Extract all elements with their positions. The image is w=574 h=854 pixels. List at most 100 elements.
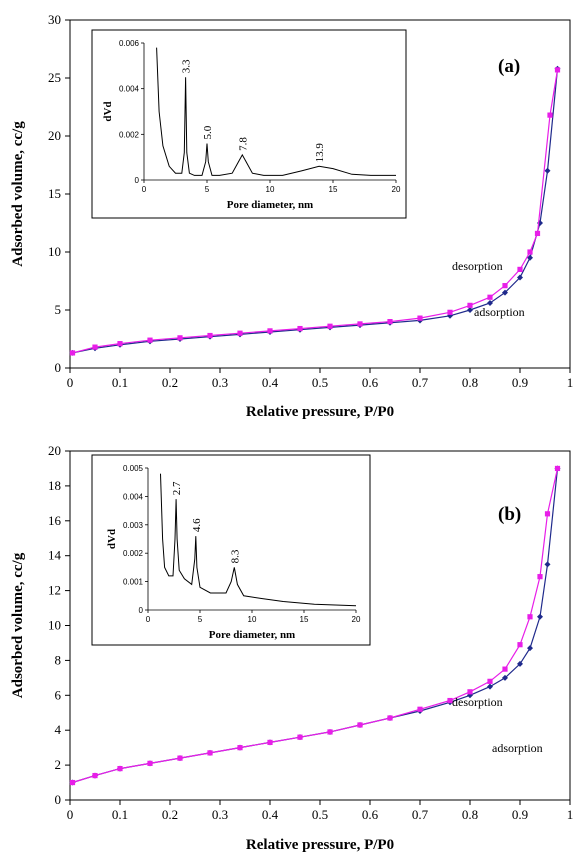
inset-peak-label: 2.7 bbox=[171, 481, 183, 495]
data-point-desorption bbox=[267, 739, 273, 746]
y-tick-label: 15 bbox=[48, 186, 61, 201]
inset-peak-label: 13.9 bbox=[314, 143, 326, 163]
inset-x-tick-label: 20 bbox=[392, 185, 401, 194]
x-tick-label: 0.1 bbox=[112, 375, 128, 390]
x-tick-label: 0 bbox=[67, 375, 74, 390]
data-point-adsorption bbox=[467, 307, 473, 313]
inset-peak-label: 7.8 bbox=[237, 137, 249, 151]
data-point-desorption bbox=[554, 465, 561, 472]
inset-y-tick-label: 0.005 bbox=[123, 464, 144, 473]
x-tick-label: 0.8 bbox=[462, 807, 478, 822]
data-point-desorption bbox=[237, 745, 243, 751]
x-tick-label: 0.2 bbox=[162, 807, 178, 822]
y-tick-label: 10 bbox=[48, 618, 61, 633]
inset-peak-label: 8.3 bbox=[229, 549, 241, 563]
data-point-adsorption bbox=[487, 683, 493, 690]
inset-y-tick-label: 0.004 bbox=[123, 492, 144, 501]
x-tick-label: 1 bbox=[567, 807, 574, 822]
inset-x-tick-label: 15 bbox=[329, 185, 338, 194]
data-point-desorption bbox=[447, 309, 453, 315]
data-point-desorption bbox=[547, 112, 553, 118]
inset-y-tick-label: 0.002 bbox=[119, 130, 140, 139]
curve-annotation-adsorption: adsorption bbox=[492, 741, 543, 755]
y-tick-label: 6 bbox=[55, 687, 62, 702]
data-point-desorption bbox=[117, 341, 123, 347]
data-point-desorption bbox=[147, 760, 153, 766]
data-point-desorption bbox=[267, 328, 273, 334]
data-point-desorption bbox=[297, 734, 303, 740]
data-point-adsorption bbox=[517, 274, 523, 281]
x-tick-label: 0.7 bbox=[412, 807, 429, 822]
inset-x-axis-label: Pore diameter, nm bbox=[227, 199, 313, 211]
data-point-desorption bbox=[502, 666, 508, 672]
data-point-desorption bbox=[69, 779, 76, 786]
x-tick-label: 0.9 bbox=[512, 375, 528, 390]
inset-y-tick-label: 0.002 bbox=[123, 549, 144, 558]
data-point-desorption bbox=[117, 765, 123, 772]
data-point-desorption bbox=[537, 574, 543, 580]
y-tick-label: 0 bbox=[55, 792, 62, 807]
y-tick-label: 20 bbox=[48, 128, 61, 143]
x-tick-label: 0.5 bbox=[312, 807, 328, 822]
curve-annotation-adsorption: adsorption bbox=[474, 305, 525, 319]
data-point-desorption bbox=[467, 689, 473, 695]
x-tick-label: 0.5 bbox=[312, 375, 328, 390]
data-point-desorption bbox=[527, 249, 533, 255]
x-tick-label: 0.4 bbox=[262, 807, 279, 822]
inset-peak-label: 4.6 bbox=[191, 518, 203, 532]
inset-y-axis-label: dVd bbox=[106, 529, 118, 549]
series-line-desorption bbox=[72, 69, 559, 354]
data-point-desorption bbox=[92, 772, 98, 779]
y-tick-label: 8 bbox=[55, 652, 62, 667]
y-axis-label: Adsorbed volume, cc/g bbox=[10, 552, 26, 698]
x-tick-label: 0.9 bbox=[512, 807, 528, 822]
data-point-desorption bbox=[417, 315, 423, 321]
y-tick-label: 4 bbox=[55, 722, 62, 737]
inset-y-tick-label: 0.003 bbox=[123, 521, 144, 530]
data-point-desorption bbox=[92, 344, 98, 350]
y-tick-label: 20 bbox=[48, 443, 61, 458]
data-point-adsorption bbox=[517, 660, 523, 667]
y-axis-label: Adsorbed volume, cc/g bbox=[10, 121, 26, 267]
x-axis-label: Relative pressure, P/P0 bbox=[246, 837, 394, 853]
data-point-adsorption bbox=[544, 167, 551, 174]
data-point-adsorption bbox=[544, 561, 551, 568]
data-point-desorption bbox=[554, 67, 561, 73]
inset-y-tick-label: 0 bbox=[135, 176, 140, 185]
inset-y-tick-label: 0.001 bbox=[123, 578, 144, 587]
x-tick-label: 0.8 bbox=[462, 375, 478, 390]
data-point-desorption bbox=[69, 350, 76, 356]
y-tick-label: 14 bbox=[48, 548, 62, 563]
series-line-desorption bbox=[72, 468, 559, 784]
data-point-adsorption bbox=[527, 254, 533, 261]
inset-y-tick-label: 0 bbox=[139, 606, 144, 615]
inset-pore-distribution-line bbox=[160, 473, 357, 607]
series-line-adsorption bbox=[72, 68, 559, 354]
data-point-desorption bbox=[297, 325, 303, 332]
data-point-desorption bbox=[177, 755, 183, 761]
y-tick-label: 10 bbox=[48, 244, 61, 259]
panel-label: (a) bbox=[498, 56, 520, 77]
data-point-desorption bbox=[527, 614, 533, 620]
data-point-desorption bbox=[357, 321, 363, 327]
inset-x-tick-label: 20 bbox=[352, 615, 361, 624]
data-point-desorption bbox=[237, 330, 243, 336]
data-point-adsorption bbox=[502, 289, 508, 296]
inset-x-tick-label: 10 bbox=[266, 185, 275, 194]
x-tick-label: 1 bbox=[567, 375, 574, 390]
y-tick-label: 2 bbox=[55, 757, 62, 772]
data-point-desorption bbox=[387, 319, 393, 325]
inset-x-tick-label: 10 bbox=[248, 615, 257, 624]
y-tick-label: 25 bbox=[48, 70, 61, 85]
inset-peak-label: 3.3 bbox=[181, 59, 193, 73]
inset-x-axis-label: Pore diameter, nm bbox=[209, 629, 295, 641]
inset-peak-label: 5.0 bbox=[202, 125, 214, 139]
inset-x-tick-label: 0 bbox=[142, 185, 147, 194]
data-point-adsorption bbox=[487, 300, 493, 307]
data-point-adsorption bbox=[502, 674, 508, 681]
inset-y-axis-label: dVd bbox=[102, 101, 114, 121]
curve-annotation-desorption: desorption bbox=[452, 259, 503, 273]
y-tick-label: 12 bbox=[48, 583, 61, 598]
x-tick-label: 0.3 bbox=[212, 807, 228, 822]
